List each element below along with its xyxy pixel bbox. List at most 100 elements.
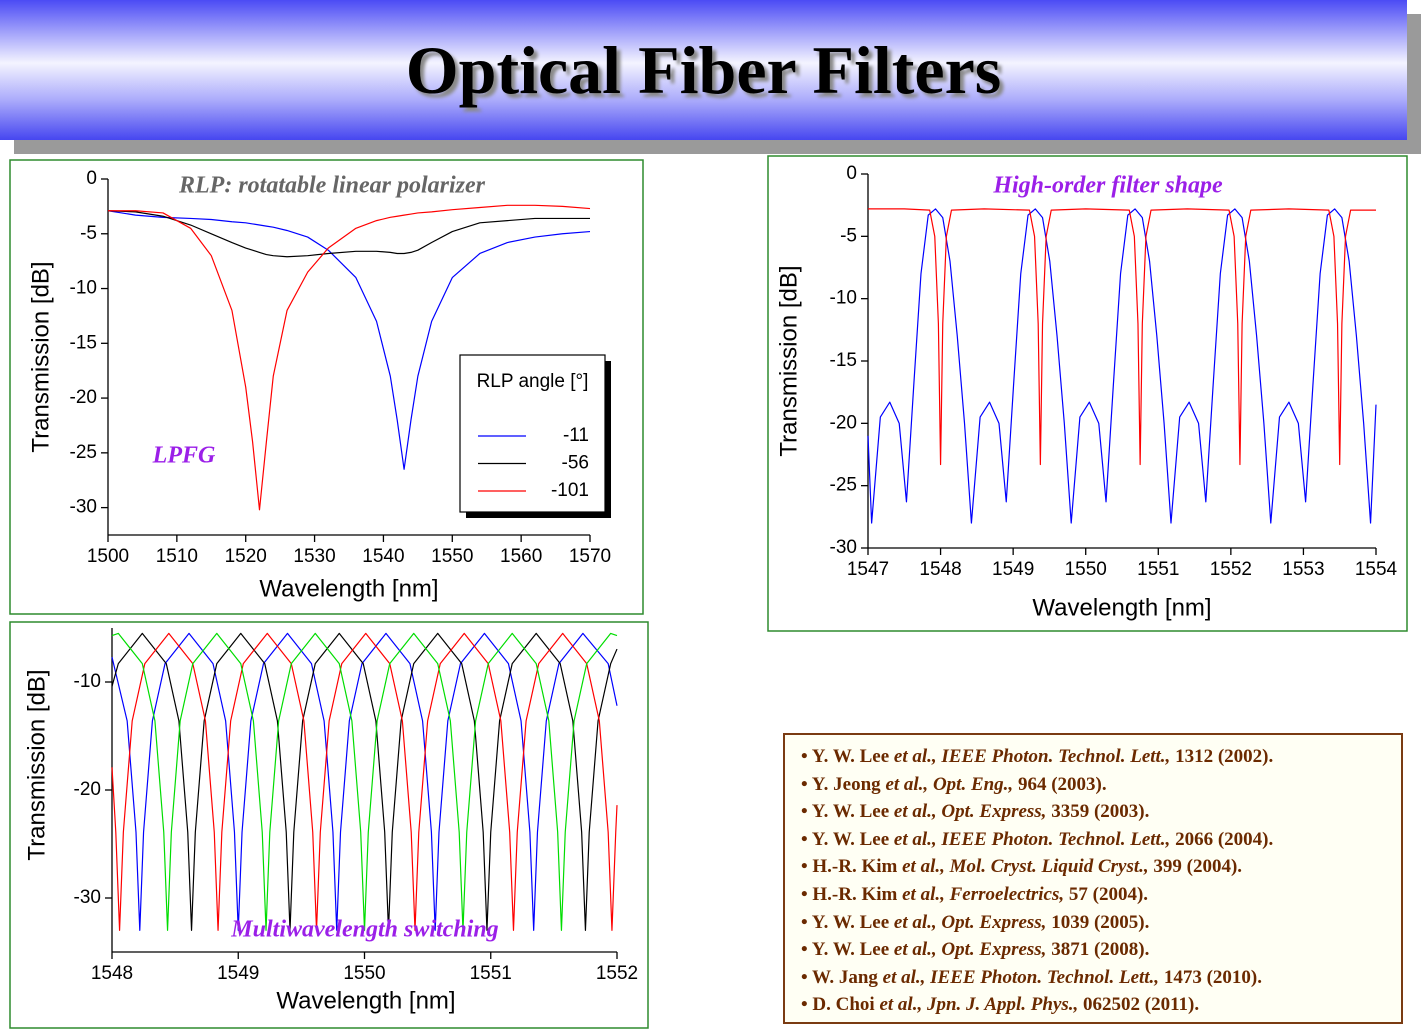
x-tick-label: 1552 (1210, 559, 1252, 580)
y-tick-label: -20 (74, 779, 101, 800)
x-tick-label: 1560 (500, 546, 542, 567)
ref-etal: et al., (885, 773, 929, 795)
legend-label: -56 (562, 453, 589, 474)
x-tick-label: 1550 (343, 963, 385, 984)
chart-frame (9, 159, 644, 615)
annotation: High-order filter shape (992, 173, 1223, 199)
legend-title: RLP angle [°] (477, 371, 589, 392)
y-tick-label: -15 (830, 350, 857, 371)
ref-author: • H.-R. Kim (801, 856, 898, 878)
ref-journal: Opt. Express, (941, 801, 1047, 823)
ref-etal: et al., (893, 939, 937, 961)
ref-etal: et al., (893, 911, 937, 933)
ref-author: • Y. W. Lee (801, 911, 890, 933)
chart-frame (9, 621, 649, 1029)
ref-citation: 1312 (2002). (1175, 746, 1274, 767)
x-axis-title: Wavelength [nm] (276, 987, 455, 1014)
series-line (111, 632, 618, 931)
y-tick-label: -10 (74, 671, 101, 692)
y-axis-title: Transmission [dB] (27, 261, 54, 452)
x-tick-label: 1554 (1355, 559, 1398, 580)
references: • Y. W. Lee et al., IEEE Photon. Technol. … (783, 733, 1403, 1024)
ref-author: • Y. W. Lee (801, 801, 890, 823)
y-tick-label: -25 (830, 475, 857, 496)
y-tick-label: -10 (830, 288, 857, 309)
ref-journal: Opt. Express, (941, 911, 1047, 933)
reference: • D. Choi et al., Jpn. J. Appl. Phys., 0625… (801, 991, 1401, 1019)
ref-author: • H.-R. Kim (801, 883, 898, 905)
annotation: Multiwavelength switching (230, 917, 498, 943)
annotation: LPFG (152, 443, 216, 469)
ref-journal: IEEE Photon. Technol. Lett., (941, 828, 1171, 850)
y-tick-label: -30 (70, 497, 97, 518)
x-tick-label: 1510 (156, 546, 198, 567)
ref-etal: et al., (902, 856, 945, 878)
ref-citation: 3871 (2008). (1051, 939, 1150, 961)
y-axis-title: Transmission [dB] (775, 265, 802, 456)
annotation: RLP: rotatable linear polarizer (178, 173, 486, 199)
x-tick-label: 1549 (217, 963, 259, 984)
series-line (111, 632, 618, 931)
reference: • H.-R. Kim et al., Mol. Cryst. Liquid Cry… (801, 853, 1401, 881)
ref-citation: 1473 (2010). (1163, 966, 1262, 988)
series-line (107, 210, 590, 258)
x-tick-label: 1530 (293, 546, 335, 567)
y-tick-label: -30 (830, 537, 857, 558)
x-tick-label: 1552 (596, 963, 638, 984)
y-tick-label: -20 (70, 387, 97, 408)
y-axis-title: Transmission [dB] (23, 669, 50, 860)
x-tick-label: 1549 (992, 559, 1034, 580)
reference: • Y. W. Lee et al., Opt. Express, 3359 (200… (801, 798, 1401, 826)
reference: • Y. W. Lee et al., IEEE Photon. Technol. … (801, 743, 1401, 771)
series-line (108, 204, 591, 511)
series-line (867, 208, 1377, 524)
reference: • Y. W. Lee et al., IEEE Photon. Technol. … (801, 826, 1401, 854)
ref-etal: et al., (893, 828, 937, 850)
series-line (111, 632, 618, 931)
legend-box (459, 354, 606, 513)
slide-title: Optical Fiber Filters (405, 32, 1002, 108)
x-axis-title: Wavelength [nm] (1032, 594, 1211, 621)
x-tick-label: 1551 (470, 963, 512, 984)
ref-citation: 2066 (2004). (1175, 828, 1274, 850)
y-tick-label: -25 (70, 442, 97, 463)
x-tick-label: 1547 (847, 559, 889, 580)
ref-journal: Jpn. J. Appl. Phys., (926, 994, 1079, 1016)
series-line (107, 210, 591, 470)
y-tick-label: -5 (80, 223, 97, 244)
reference: • H.-R. Kim et al., Ferroelectrics, 57 (200… (801, 881, 1401, 909)
x-tick-label: 1548 (91, 963, 133, 984)
x-tick-label: 1553 (1282, 559, 1324, 580)
ref-citation: 1039 (2005). (1051, 911, 1150, 933)
ref-etal: et al., (902, 883, 945, 905)
x-tick-label: 1540 (362, 546, 404, 567)
reference: • Y. Jeong et al., Opt. Eng., 964 (2003). (801, 771, 1401, 799)
title-bar (0, 0, 1407, 140)
ref-author: • W. Jang (801, 966, 878, 988)
x-tick-label: 1570 (569, 546, 611, 567)
ref-journal: Opt. Eng., (932, 773, 1014, 795)
x-axis-title: Wavelength [nm] (259, 575, 438, 602)
ref-etal: et al., (882, 966, 926, 988)
ref-journal: Opt. Express, (941, 939, 1047, 961)
y-tick-label: -20 (830, 412, 857, 433)
y-tick-label: -30 (74, 887, 101, 908)
reference: • W. Jang et al., IEEE Photon. Technol. Le… (801, 964, 1401, 992)
ref-author: • Y. W. Lee (801, 939, 890, 961)
chart-frame (767, 155, 1408, 632)
ref-citation: 062502 (2011). (1083, 994, 1200, 1016)
ref-etal: et al., (893, 746, 937, 767)
ref-citation: 399 (2004). (1153, 856, 1243, 878)
y-tick-label: -5 (840, 225, 857, 246)
x-tick-label: 1551 (1137, 559, 1179, 580)
ref-journal: IEEE Photon. Technol. Lett., (930, 966, 1160, 988)
legend-label: -11 (563, 425, 589, 446)
y-tick-label: -10 (70, 278, 97, 299)
y-tick-label: 0 (86, 168, 97, 189)
ref-author: • Y. W. Lee (801, 746, 890, 767)
x-tick-label: 1550 (1065, 559, 1107, 580)
x-tick-label: 1548 (919, 559, 961, 580)
ref-citation: 57 (2004). (1068, 883, 1149, 905)
x-tick-label: 1550 (431, 546, 473, 567)
